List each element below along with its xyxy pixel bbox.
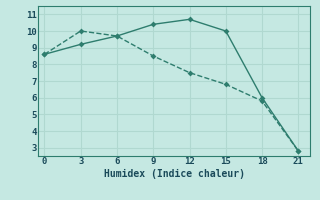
X-axis label: Humidex (Indice chaleur): Humidex (Indice chaleur) [104,169,245,179]
